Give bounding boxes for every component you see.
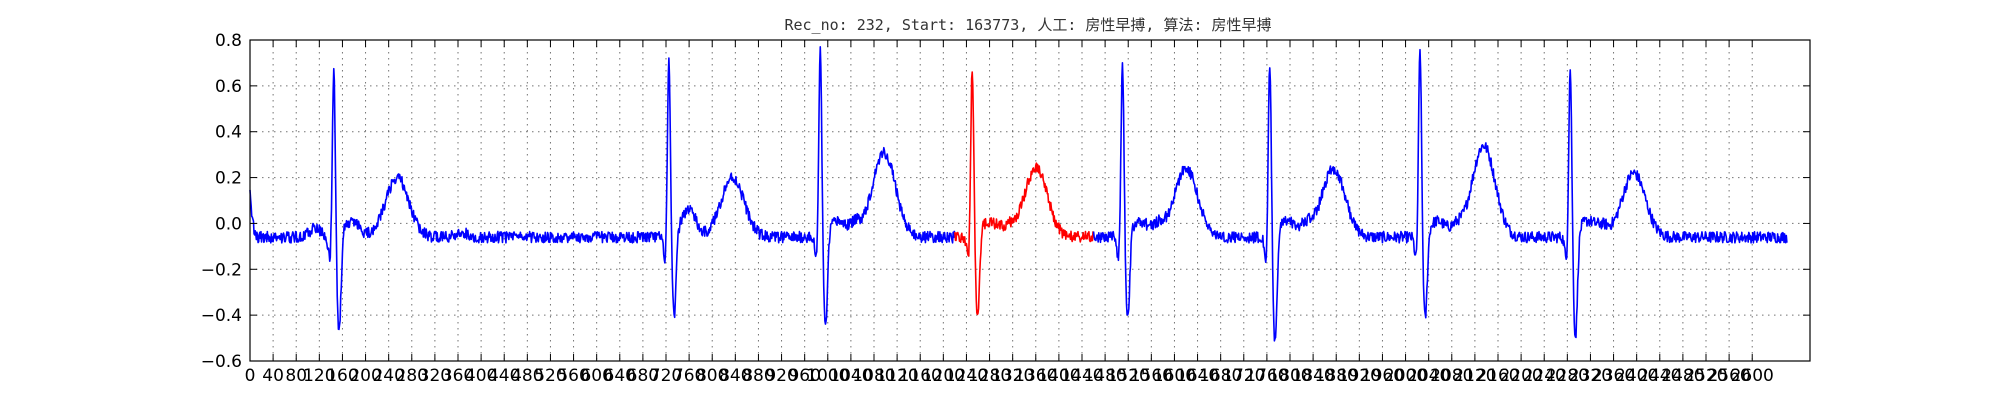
x-tick-label: 2360 bbox=[1592, 366, 1635, 386]
x-tick-label: 360 bbox=[442, 366, 474, 386]
x-tick-label: 2240 bbox=[1523, 366, 1566, 386]
series-line-2 bbox=[954, 71, 1095, 316]
x-tick-label: 440 bbox=[488, 366, 520, 386]
x-tick-label: 240 bbox=[372, 366, 404, 386]
x-tick-label: 40 bbox=[262, 366, 284, 386]
x-tick-label: 1680 bbox=[1199, 366, 1242, 386]
x-tick-label: 2440 bbox=[1638, 366, 1681, 386]
y-tick-label: 0.0 bbox=[215, 214, 242, 234]
x-tick-label: 920 bbox=[765, 366, 797, 386]
x-tick-label: 2040 bbox=[1407, 366, 1450, 386]
x-tick-label: 280 bbox=[396, 366, 428, 386]
x-tick-label: 600 bbox=[580, 366, 612, 386]
x-tick-label: 1480 bbox=[1083, 366, 1126, 386]
x-tick-label: 1840 bbox=[1291, 366, 1334, 386]
x-tick-label: 560 bbox=[557, 366, 589, 386]
x-tick-label: 1080 bbox=[852, 366, 895, 386]
y-tick-label: 0.8 bbox=[215, 31, 242, 51]
x-tick-label: 2480 bbox=[1661, 366, 1704, 386]
x-tick-label: 760 bbox=[673, 366, 705, 386]
x-tick-label: 2400 bbox=[1615, 366, 1658, 386]
x-tick-label: 1120 bbox=[875, 366, 918, 386]
x-tick-label: 1040 bbox=[829, 366, 872, 386]
x-tick-label: 1520 bbox=[1107, 366, 1150, 386]
x-tick-label: 1560 bbox=[1130, 366, 1173, 386]
y-tick-label: 0.4 bbox=[215, 123, 242, 143]
x-tick-label: 640 bbox=[604, 366, 636, 386]
y-axis: −0.6 −0.4 −0.2 0.0 0.2 0.4 0.6 0.8 bbox=[201, 31, 1810, 372]
x-tick-label: 1960 bbox=[1361, 366, 1404, 386]
x-tick-label: 2200 bbox=[1499, 366, 1542, 386]
x-tick-label: 800 bbox=[696, 366, 728, 386]
x-tick-label: 2280 bbox=[1546, 366, 1589, 386]
x-tick-label: 1160 bbox=[899, 366, 942, 386]
x-tick-label: 1720 bbox=[1222, 366, 1265, 386]
x-tick-label: 120 bbox=[303, 366, 335, 386]
x-tick-label: 2600 bbox=[1731, 366, 1774, 386]
x-tick-label: 880 bbox=[742, 366, 774, 386]
x-tick-label: 400 bbox=[465, 366, 497, 386]
x-tick-label: 2000 bbox=[1384, 366, 1427, 386]
x-tick-label: 320 bbox=[419, 366, 451, 386]
y-tick-label: 0.2 bbox=[215, 169, 242, 189]
x-tick-label: 1880 bbox=[1315, 366, 1358, 386]
x-tick-label: 1800 bbox=[1268, 366, 1311, 386]
x-tick-label: 2160 bbox=[1476, 366, 1519, 386]
x-tick-label: 2560 bbox=[1707, 366, 1750, 386]
x-tick-label: 1000 bbox=[806, 366, 849, 386]
x-tick-label: 1440 bbox=[1060, 366, 1103, 386]
x-tick-label: 1400 bbox=[1037, 366, 1080, 386]
x-tick-label: 520 bbox=[534, 366, 566, 386]
x-axis: 0 40 8012016020024028032036040044048052056… bbox=[245, 40, 1774, 386]
y-tick-label: −0.2 bbox=[201, 260, 242, 280]
x-tick-label: 2520 bbox=[1684, 366, 1727, 386]
y-tick-label: 0.6 bbox=[215, 77, 242, 97]
plot-frame bbox=[249, 39, 1811, 362]
x-tick-label: 1280 bbox=[968, 366, 1011, 386]
series-line-3 bbox=[1092, 48, 1788, 342]
x-tick-label: 680 bbox=[627, 366, 659, 386]
x-tick-label: 1640 bbox=[1176, 366, 1219, 386]
y-tick-label: −0.6 bbox=[201, 352, 242, 372]
x-tick-label: 160 bbox=[326, 366, 358, 386]
signal-series bbox=[249, 46, 1788, 342]
x-tick-label: 200 bbox=[349, 366, 381, 386]
y-tick-label: −0.4 bbox=[201, 306, 242, 326]
x-tick-label: 0 bbox=[245, 366, 256, 386]
x-tick-label: 1360 bbox=[1014, 366, 1057, 386]
x-tick-label: 1760 bbox=[1245, 366, 1288, 386]
x-tick-label: 1240 bbox=[945, 366, 988, 386]
x-tick-label: 1600 bbox=[1153, 366, 1196, 386]
x-tick-label: 1320 bbox=[991, 366, 1034, 386]
x-tick-label: 840 bbox=[719, 366, 751, 386]
x-tick-label: 2120 bbox=[1453, 366, 1496, 386]
x-tick-label: 2320 bbox=[1569, 366, 1612, 386]
x-tick-label: 1200 bbox=[922, 366, 965, 386]
x-tick-label: 2080 bbox=[1430, 366, 1473, 386]
series-line-1 bbox=[249, 46, 956, 331]
x-tick-label: 960 bbox=[788, 366, 820, 386]
x-tick-label: 1920 bbox=[1338, 366, 1381, 386]
x-tick-label: 720 bbox=[650, 366, 682, 386]
x-tick-label: 80 bbox=[285, 366, 307, 386]
chart-title: Rec_no: 232, Start: 163773, 人工: 房性早搏, 算法… bbox=[784, 16, 1271, 34]
x-tick-label: 480 bbox=[511, 366, 543, 386]
